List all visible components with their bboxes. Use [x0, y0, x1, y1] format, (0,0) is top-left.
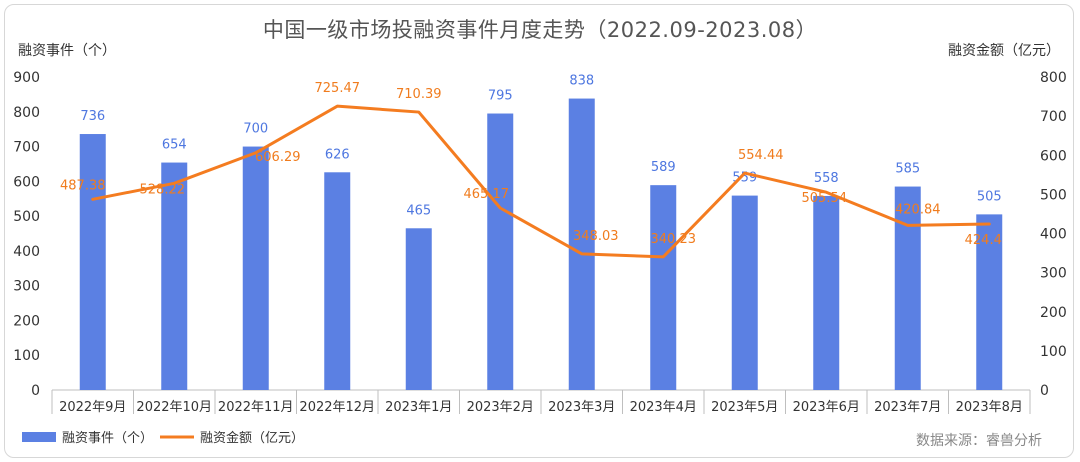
right-axis-title: 融资金额（亿元）	[948, 43, 1060, 59]
x-tick-label: 2023年1月	[385, 400, 452, 415]
x-tick-label: 2023年3月	[548, 400, 615, 415]
y-tick-label: 600	[13, 174, 40, 190]
bar-data-label: 589	[651, 160, 676, 175]
line-data-label: 554.44	[738, 148, 784, 163]
line-data-label: 340.23	[651, 232, 697, 247]
bar	[650, 185, 677, 390]
bar-data-label: 654	[162, 138, 187, 153]
x-tick-label: 2023年4月	[630, 400, 697, 415]
y-tick-label: 400	[13, 244, 40, 260]
bar-data-label: 558	[814, 171, 839, 186]
line-data-label: 725.47	[315, 81, 361, 96]
bar	[976, 214, 1003, 390]
y2-tick-label: 400	[1040, 227, 1067, 243]
bar	[731, 195, 758, 390]
bar	[568, 98, 595, 390]
legend-bar-label: 融资事件（个）	[62, 431, 153, 446]
y2-tick-label: 700	[1040, 109, 1067, 125]
line-data-label: 420.84	[895, 202, 941, 217]
bar	[324, 172, 351, 390]
y2-tick-label: 500	[1040, 187, 1067, 203]
legend-line-label: 融资金额（亿元）	[200, 430, 304, 446]
x-tick-label: 2023年8月	[956, 400, 1023, 415]
x-tick-label: 2023年6月	[793, 400, 860, 415]
y-tick-label: 700	[13, 140, 40, 156]
line-data-label: 487.38	[60, 178, 106, 193]
bar-data-label: 838	[569, 74, 594, 89]
bar	[242, 146, 269, 390]
x-tick-label: 2022年10月	[136, 400, 212, 415]
y2-tick-label: 600	[1040, 148, 1067, 164]
line-data-label: 424.4	[965, 233, 1002, 248]
line-data-label: 348.03	[573, 229, 619, 244]
x-tick-label: 2023年2月	[467, 400, 534, 415]
y2-tick-label: 200	[1040, 305, 1067, 321]
bar-data-label: 505	[977, 189, 1002, 204]
chart-title: 中国一级市场投融资事件月度走势（2022.09-2023.08）	[262, 18, 818, 42]
y2-tick-label: 800	[1040, 70, 1067, 86]
bar-data-label: 736	[80, 109, 105, 124]
x-tick-label: 2022年11月	[218, 400, 294, 415]
y-tick-label: 500	[13, 209, 40, 225]
bar	[79, 134, 106, 390]
legend-bar-swatch	[22, 432, 56, 442]
left-axis-title: 融资事件（个）	[18, 43, 116, 59]
bar	[813, 195, 840, 390]
bar-data-label: 626	[325, 147, 350, 162]
y-tick-label: 0	[31, 383, 40, 399]
line-data-label: 528.22	[140, 182, 186, 197]
y-tick-label: 900	[13, 70, 40, 86]
y-tick-label: 800	[13, 105, 40, 121]
x-tick-label: 2022年9月	[59, 400, 126, 415]
bar	[405, 228, 432, 390]
y-tick-label: 300	[13, 279, 40, 295]
data-source: 数据来源：睿兽分析	[916, 433, 1042, 449]
bar	[161, 162, 188, 390]
line-series	[91, 104, 991, 259]
bar-data-label: 465	[406, 203, 431, 218]
bar-data-label: 585	[895, 162, 920, 177]
line-data-label: 710.39	[396, 87, 442, 102]
y2-tick-label: 300	[1040, 266, 1067, 282]
x-tick-label: 2022年12月	[299, 400, 375, 415]
y2-tick-label: 0	[1040, 383, 1049, 399]
line-data-label: 606.29	[255, 150, 301, 165]
bar	[487, 113, 514, 391]
y-tick-label: 100	[13, 348, 40, 364]
x-tick-label: 2023年7月	[874, 400, 941, 415]
line-data-label: 465.17	[464, 187, 510, 202]
bar-data-label: 700	[243, 122, 268, 137]
y-tick-label: 200	[13, 313, 40, 329]
y2-tick-label: 100	[1040, 344, 1067, 360]
x-tick-label: 2023年5月	[711, 400, 778, 415]
bar-data-label: 795	[488, 89, 513, 104]
line-data-label: 505.54	[802, 191, 848, 206]
